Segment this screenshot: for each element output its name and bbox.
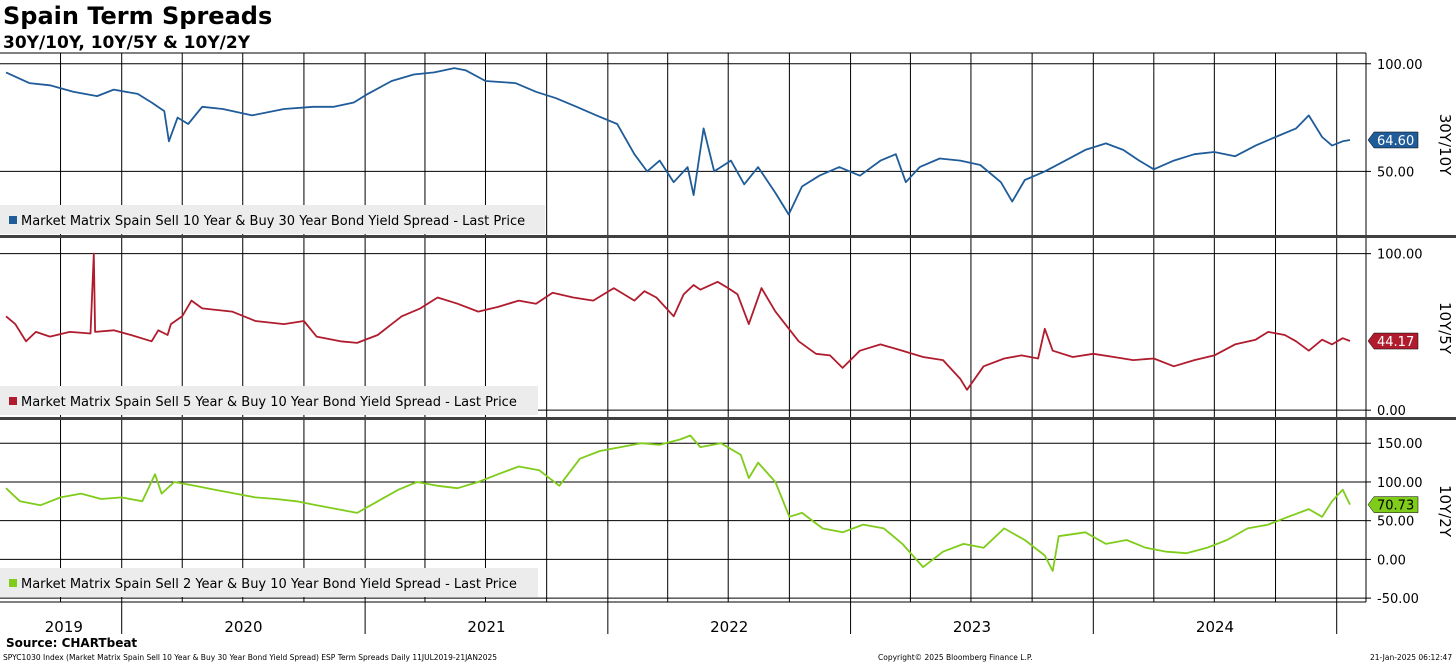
legend-30y10y: Market Matrix Spain Sell 10 Year & Buy 3… — [0, 205, 545, 234]
legend-background — [0, 568, 538, 597]
legend-swatch — [9, 397, 17, 405]
y-tick-label: 100.00 — [1377, 248, 1423, 263]
y-tick-label: 100.00 — [1377, 476, 1423, 491]
x-tick-label: 2024 — [1196, 618, 1234, 636]
x-axis: 2019 2020 2021 2022 2023 2024 — [45, 602, 1338, 636]
y-tick-label: 50.00 — [1377, 165, 1414, 180]
legend-swatch — [9, 216, 17, 224]
legend-text: Market Matrix Spain Sell 10 Year & Buy 3… — [21, 214, 525, 229]
y-tick-label: 100.00 — [1377, 58, 1423, 73]
page-title: Spain Term Spreads — [3, 2, 273, 30]
last-value-tag: 44.17 — [1367, 332, 1419, 350]
legend-background — [0, 205, 545, 234]
axis-title-30y10y: 30Y/10Y — [1436, 114, 1454, 176]
axis-title-10y2y: 10Y/2Y — [1436, 485, 1454, 538]
panel-divider — [0, 235, 1456, 238]
last-value-badge — [1367, 131, 1419, 149]
last-value-badge — [1367, 332, 1419, 350]
y-tick-label: 0.00 — [1377, 404, 1406, 419]
x-tick-label: 2023 — [953, 618, 991, 636]
panel-10y2y: 150.00 100.00 50.00 0.00 -50.00 70.73 10Y/2Y Ma… — [0, 420, 1454, 607]
source-label: Source: CHARTbeat — [6, 636, 138, 650]
series-line-10y5y — [5, 252, 1351, 391]
x-tick-label: 2022 — [710, 618, 748, 636]
footer-timestamp: 21-Jan-2025 06:12:47 — [1370, 653, 1453, 662]
last-value-badge — [1367, 496, 1419, 513]
y-tick-label: -50.00 — [1377, 592, 1419, 607]
legend-text: Market Matrix Spain Sell 5 Year & Buy 10… — [21, 395, 517, 410]
x-tick-label: 2020 — [224, 618, 262, 636]
panel-30y10y: 100.00 50.00 64.60 30Y/10Y Market Matrix Spa… — [0, 53, 1454, 236]
series-line-30y10y — [5, 67, 1351, 216]
page-subtitle: 30Y/10Y, 10Y/5Y & 10Y/2Y — [3, 33, 250, 53]
y-tick-label: 150.00 — [1377, 437, 1423, 452]
x-tick-label: 2019 — [45, 618, 83, 636]
legend-swatch — [9, 579, 17, 587]
last-value-label: 64.60 — [1377, 134, 1414, 149]
last-value-tag: 70.73 — [1367, 496, 1419, 514]
footer-description: SPYC1030 Index (Market Matrix Spain Sell… — [3, 653, 498, 662]
legend-text: Market Matrix Spain Sell 2 Year & Buy 10… — [21, 577, 517, 592]
axis-title-10y5y: 10Y/5Y — [1436, 302, 1454, 355]
legend-10y5y: Market Matrix Spain Sell 5 Year & Buy 10… — [0, 386, 538, 415]
series-line-10y2y — [5, 434, 1351, 572]
last-value-label: 70.73 — [1377, 499, 1414, 514]
legend-10y2y: Market Matrix Spain Sell 2 Year & Buy 10… — [0, 568, 538, 597]
last-value-label: 44.17 — [1377, 335, 1414, 350]
y-tick-label: 0.00 — [1377, 553, 1406, 568]
footer-copyright: Copyright© 2025 Bloomberg Finance L.P. — [878, 653, 1033, 662]
legend-background — [0, 386, 538, 415]
x-tick-label: 2021 — [467, 618, 505, 636]
panel-divider — [0, 417, 1456, 420]
panel-10y5y: 100.00 0.00 44.17 10Y/5Y Market Matrix Spain… — [0, 238, 1454, 419]
last-value-tag: 64.60 — [1367, 131, 1419, 149]
y-tick-label: 50.00 — [1377, 515, 1414, 530]
